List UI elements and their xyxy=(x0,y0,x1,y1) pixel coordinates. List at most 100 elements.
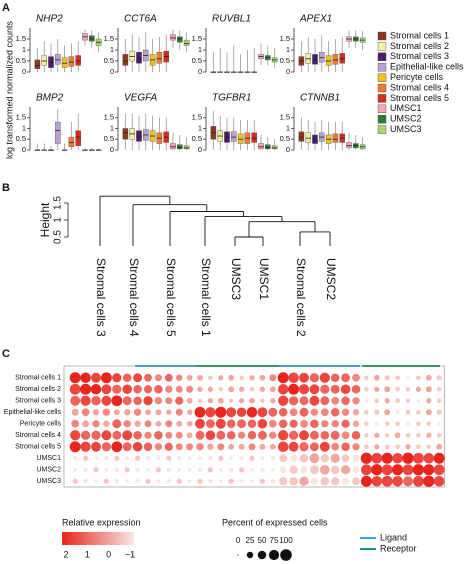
plot-frame xyxy=(63,365,445,488)
y-tick-label: 1.5 xyxy=(104,34,114,43)
dot xyxy=(395,387,400,392)
dot xyxy=(207,386,214,392)
dot xyxy=(91,372,101,383)
dot xyxy=(341,431,350,440)
dot xyxy=(436,443,443,450)
dot xyxy=(425,386,432,393)
dot xyxy=(134,420,141,427)
legend-label: Epithelial-like cells xyxy=(390,62,464,72)
legend-swatch xyxy=(377,63,387,72)
y-tick-label: 1 xyxy=(286,45,290,54)
y-tick-label: 0.5 xyxy=(104,56,114,65)
dot xyxy=(270,456,276,461)
row-label: UMSC3 xyxy=(36,478,61,485)
dot xyxy=(114,455,120,461)
dot xyxy=(384,421,390,426)
dot xyxy=(83,479,88,484)
dot xyxy=(405,410,411,415)
box xyxy=(183,39,190,46)
size-tick-label: 75 xyxy=(270,536,279,545)
dot xyxy=(145,478,151,484)
dot xyxy=(114,467,120,472)
dot xyxy=(384,386,391,393)
dot xyxy=(340,465,351,475)
dot xyxy=(436,433,442,438)
dot xyxy=(226,430,236,440)
dot xyxy=(82,420,90,428)
dot xyxy=(436,387,442,392)
dot xyxy=(205,407,216,418)
dot xyxy=(260,456,265,461)
dot xyxy=(310,419,319,429)
color-bar xyxy=(62,532,134,545)
dot xyxy=(198,456,202,461)
dot xyxy=(352,397,360,405)
dot xyxy=(342,477,350,485)
dot xyxy=(392,475,403,487)
y-tick-label: 1.5 xyxy=(280,34,290,43)
dot xyxy=(92,420,100,428)
dot xyxy=(80,372,91,384)
dot xyxy=(154,374,162,382)
dot xyxy=(80,383,92,395)
box xyxy=(75,130,81,146)
dot xyxy=(257,430,267,440)
dot xyxy=(125,479,129,484)
dot xyxy=(113,409,120,416)
dot xyxy=(374,398,380,403)
dot xyxy=(155,409,162,416)
box xyxy=(68,56,75,67)
box xyxy=(75,55,81,66)
dot xyxy=(288,383,300,395)
dot xyxy=(416,410,421,415)
dot xyxy=(72,478,78,484)
dot xyxy=(229,456,233,461)
dot xyxy=(371,452,383,464)
dot xyxy=(219,479,223,484)
dot xyxy=(144,431,152,439)
size-tick-label: 25 xyxy=(246,536,255,545)
dot xyxy=(71,408,79,416)
dot xyxy=(279,454,288,463)
dot xyxy=(239,479,244,484)
dot xyxy=(277,372,289,384)
dot xyxy=(330,430,340,440)
dot xyxy=(352,454,360,462)
y-tick-label: 1.5 xyxy=(104,113,114,122)
dot xyxy=(330,407,340,417)
dot xyxy=(423,464,435,476)
dot xyxy=(364,398,369,403)
dot xyxy=(175,431,183,439)
dot xyxy=(112,419,122,429)
dot xyxy=(186,374,193,381)
dot xyxy=(80,395,91,406)
dot xyxy=(278,395,289,406)
dot xyxy=(403,476,413,487)
dot xyxy=(341,408,350,416)
dot xyxy=(426,432,432,438)
dot xyxy=(165,431,173,439)
dot xyxy=(218,387,224,392)
dot xyxy=(331,442,340,451)
y-tick-label: 1 xyxy=(22,123,26,132)
y-tick-label: 1.5 xyxy=(53,196,64,210)
box xyxy=(265,144,271,150)
dot xyxy=(278,407,288,417)
dot xyxy=(124,467,130,473)
panel-title: BMP2 xyxy=(36,93,64,104)
dot xyxy=(374,432,380,438)
y-tick-label: 1 xyxy=(286,123,290,132)
dot xyxy=(175,443,183,451)
dot xyxy=(69,372,81,384)
dot xyxy=(437,421,441,426)
row-label: Stromal cells 5 xyxy=(15,444,61,451)
dot xyxy=(103,420,110,427)
box xyxy=(271,145,278,150)
leaf-label: Stromal cells 3 xyxy=(94,258,108,337)
y-tick-label: 0 xyxy=(286,67,290,76)
dot xyxy=(239,456,244,461)
dot xyxy=(309,373,320,383)
dot xyxy=(186,443,194,451)
dot xyxy=(135,479,140,484)
row-label: UMSC1 xyxy=(36,455,61,462)
